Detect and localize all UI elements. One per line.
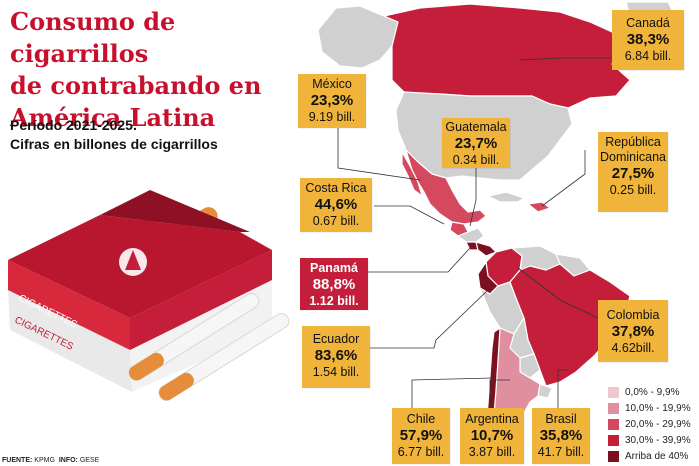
callout-amount: 6.84 bill.: [624, 49, 672, 63]
callout-percentage: 35,8%: [539, 427, 583, 444]
cigarette-pack-illustration: CIGARETTES CIGARETTES: [8, 190, 290, 401]
legend-swatch: [608, 402, 619, 414]
crest-icon: [119, 248, 147, 276]
callout-name: Ecuador: [312, 332, 360, 346]
legend: 0,0% - 9,9% 10,0% - 19,9% 20,0% - 29,9% …: [608, 384, 699, 464]
loose-cigarettes: [128, 292, 290, 401]
source-footer: FUENTE: KPMG INFO: GESE: [2, 457, 99, 464]
legend-swatch: [608, 418, 619, 430]
region-baja-california: [401, 151, 423, 197]
legend-label: 30,0% - 39,9%: [625, 434, 691, 446]
callout-amount: 1.12 bill.: [309, 294, 359, 308]
pack-side-red: [130, 250, 272, 350]
source-label: FUENTE:: [2, 457, 33, 464]
pack-front-lower: [8, 290, 132, 392]
legend-swatch: [608, 386, 619, 398]
legend-swatch: [608, 434, 619, 446]
callout-percentage: 23,3%: [310, 92, 354, 109]
callout-percentage: 10,7%: [470, 427, 514, 444]
region-mexico[interactable]: [405, 149, 487, 225]
legend-item: 30,0% - 39,9%: [608, 432, 699, 448]
callout-colombia[interactable]: Colombia 37,8% 4.62bill.: [598, 300, 668, 362]
callout-percentage: 83,6%: [314, 347, 358, 364]
callout-name: México: [312, 77, 352, 91]
region-canada[interactable]: [383, 3, 631, 109]
callout-name: Argentina: [465, 412, 519, 426]
callout-mexico[interactable]: México 23,3% 9.19 bill.: [298, 74, 366, 128]
callout-republica-dominicana[interactable]: República Dominicana 27,5% 0.25 bill.: [598, 132, 668, 212]
callout-brasil[interactable]: Brasil 35,8% 41.7 bill.: [532, 408, 590, 464]
callout-argentina[interactable]: Argentina 10,7% 3.87 bill.: [460, 408, 524, 464]
region-panama[interactable]: [475, 241, 497, 257]
legend-item: 10,0% - 19,9%: [608, 400, 699, 416]
callout-ecuador[interactable]: Ecuador 83,6% 1.54 bill.: [302, 326, 370, 388]
subtitle-period: Período 2021-2025.: [10, 117, 137, 133]
legend-label: Arriba de 40%: [625, 450, 689, 462]
callout-amount: 9.19 bill.: [308, 110, 356, 124]
callout-percentage: 57,9%: [399, 427, 443, 444]
legend-label: 10,0% - 19,9%: [625, 402, 691, 414]
callout-amount: 0.25 bill.: [609, 183, 657, 197]
pack-front-red: [8, 260, 130, 350]
callout-percentage: 44,6%: [314, 196, 358, 213]
callout-name: Chile: [406, 412, 436, 426]
region-cuba: [487, 191, 525, 203]
callout-amount: 0.67 bill.: [312, 214, 360, 228]
callout-name: Brasil: [545, 412, 577, 426]
callout-chile[interactable]: Chile 57,9% 6.77 bill.: [392, 408, 450, 464]
source-value: KPMG: [34, 457, 55, 464]
callout-name: República Dominicana: [599, 135, 666, 164]
legend-item: Arriba de 40%: [608, 448, 699, 464]
region-dominican-republic[interactable]: [527, 201, 551, 213]
callout-percentage: 88,8%: [312, 276, 356, 293]
legend-label: 0,0% - 9,9%: [625, 386, 680, 398]
callout-name: Panamá: [310, 261, 358, 275]
callout-name: Guatemala: [445, 120, 507, 134]
callout-amount: 4.62bill.: [611, 341, 655, 355]
callout-amount: 0.34 bill.: [452, 153, 500, 167]
callout-canada[interactable]: Canadá 38,3% 6.84 bill.: [612, 10, 684, 70]
callout-amount: 6.77 bill.: [397, 445, 445, 459]
callout-name: Colombia: [606, 308, 660, 322]
callout-amount: 3.87 bill.: [468, 445, 516, 459]
info-label: INFO:: [58, 457, 78, 464]
callout-amount: 41.7 bill.: [537, 445, 585, 459]
callout-name: Costa Rica: [305, 181, 367, 195]
callout-costa-rica[interactable]: Costa Rica 44,6% 0.67 bill.: [300, 178, 372, 232]
callout-percentage: 27,5%: [611, 165, 655, 182]
callout-amount: 1.54 bill.: [312, 365, 360, 379]
callout-percentage: 23,7%: [454, 135, 498, 152]
callout-percentage: 38,3%: [626, 31, 670, 48]
page-title: Consumo de cigarrillos de contrabando en…: [10, 7, 262, 132]
info-value: GESE: [79, 457, 100, 464]
legend-item: 20,0% - 29,9%: [608, 416, 699, 432]
subtitle-units: Cifras en billones de cigarrillos: [10, 136, 218, 152]
leader-lines: [337, 57, 612, 410]
pack-lid: [100, 190, 250, 232]
callout-percentage: 37,8%: [611, 323, 655, 340]
callout-panama[interactable]: Panamá 88,8% 1.12 bill.: [300, 258, 368, 310]
legend-swatch: [608, 450, 619, 462]
callout-guatemala[interactable]: Guatemala 23,7% 0.34 bill.: [442, 118, 510, 168]
legend-label: 20,0% - 29,9%: [625, 418, 691, 430]
callout-name: Canadá: [626, 16, 670, 30]
legend-item: 0,0% - 9,9%: [608, 384, 699, 400]
